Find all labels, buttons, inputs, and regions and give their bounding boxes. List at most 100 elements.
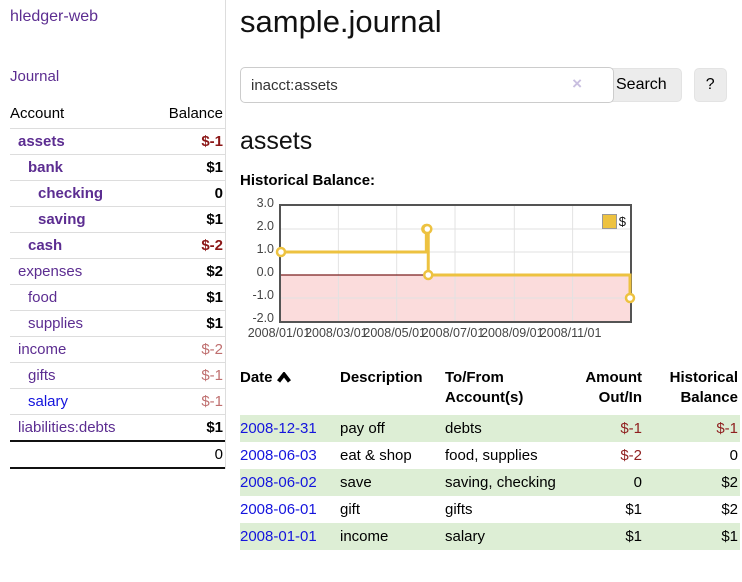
transaction-amount: $-2 [620, 446, 642, 464]
transaction-description: eat & shop [340, 446, 412, 464]
search-input[interactable] [240, 67, 614, 103]
account-link[interactable]: supplies [28, 315, 84, 332]
account-link[interactable]: expenses [18, 263, 83, 280]
y-axis-tick: 0.0 [256, 265, 274, 279]
x-axis-tick: 2008/07/01 [421, 326, 485, 340]
account-link[interactable]: assets [18, 133, 65, 150]
account-link[interactable]: liabilities:debts [18, 419, 116, 436]
transaction-description: pay off [340, 414, 445, 442]
y-axis-tick: -2.0 [252, 311, 274, 325]
register-header-balance: Historical Balance [669, 369, 738, 407]
account-heading: assets [240, 127, 313, 155]
help-button[interactable]: ? [693, 68, 727, 102]
account-balance: $-1 [151, 362, 225, 389]
accounts-header-account: Account [10, 105, 65, 122]
y-axis-tick: -1.0 [252, 288, 274, 302]
transaction-date-link[interactable]: 2008-01-01 [240, 527, 317, 545]
chart-legend: $ [601, 214, 626, 229]
account-balance: $1 [151, 206, 225, 233]
y-axis-tick: 2.0 [256, 219, 274, 233]
y-axis-tick: 3.0 [256, 196, 274, 210]
main-content: sample.journal × Search ? assets Histori… [226, 0, 742, 582]
account-link[interactable]: income [18, 341, 67, 358]
account-link[interactable]: bank [28, 159, 64, 176]
accounts-total-value: 0 [151, 440, 225, 469]
account-row: supplies $1 [10, 310, 225, 337]
account-row: liabilities:debts $1 [10, 414, 225, 441]
transaction-amount: $1 [570, 522, 644, 550]
transaction-date-link[interactable]: 2008-06-03 [240, 446, 317, 464]
chart-plot-area[interactable]: $ [275, 204, 636, 323]
accounts-total-spacer [10, 440, 152, 469]
transaction-date-link[interactable]: 2008-06-01 [240, 500, 317, 518]
account-link[interactable]: cash [28, 237, 63, 254]
sidebar: hledger-web Journal Account Balance asse… [0, 0, 226, 469]
transaction-description: save [340, 468, 445, 496]
register-header-amount: Amount Out/In [585, 369, 642, 407]
sort-ascending-icon [276, 369, 291, 389]
register-table: Date Description To/From Account(s) Amou… [240, 366, 740, 550]
transaction-accounts: debts [445, 414, 570, 442]
transaction-accounts: gifts [445, 500, 473, 518]
account-link[interactable]: food [28, 289, 58, 306]
y-axis-tick: 1.0 [256, 242, 274, 256]
account-row: food $1 [10, 284, 225, 311]
transaction-row: 2008-12-31 pay off debts $-1 $-1 [240, 414, 740, 442]
account-link[interactable]: salary [28, 393, 69, 410]
transaction-row: 2008-06-03 eat & shop food, supplies $-2 0 [240, 442, 740, 469]
account-link[interactable]: gifts [28, 367, 56, 384]
account-row: gifts $-1 [10, 362, 225, 389]
account-row: expenses $2 [10, 258, 225, 285]
search-button[interactable]: Search [601, 68, 682, 102]
accounts-table-body: assets $-1 bank $1 checking 0 saving $1 cash $-2 e… [10, 128, 225, 441]
transaction-date-link[interactable]: 2008-06-02 [240, 473, 317, 491]
x-axis-tick: 2008/01/01 [247, 326, 311, 340]
transaction-row: 2008-06-02 save saving, checking 0 $2 [240, 468, 740, 496]
register-header-accounts: To/From Account(s) [445, 369, 524, 407]
brand-link[interactable]: hledger-web [10, 8, 99, 25]
transaction-accounts: food, supplies [445, 446, 538, 464]
transaction-balance: $1 [644, 522, 740, 550]
account-balance: $2 [151, 258, 225, 285]
transaction-description: gift [340, 500, 361, 518]
transaction-amount: $1 [625, 500, 642, 518]
account-balance: $1 [151, 154, 225, 181]
account-link[interactable]: checking [38, 185, 104, 202]
accounts-total-row: 0 [10, 440, 225, 469]
register-header-description: Description [340, 369, 423, 386]
chart-series-svg [275, 206, 636, 321]
account-balance: $-2 [151, 232, 225, 259]
transaction-row: 2008-06-01 gift gifts $1 $2 [240, 496, 740, 523]
register-header-date[interactable]: Date [240, 366, 340, 415]
clear-search-icon[interactable]: × [572, 74, 582, 93]
transaction-accounts: saving, checking [445, 468, 570, 496]
historical-balance-chart: 3.0 2.0 1.0 0.0 -1.0 -2.0 $ 2008/01/01 2008/03… [240, 196, 680, 344]
transaction-balance: $-1 [644, 414, 740, 442]
account-row: bank $1 [10, 154, 225, 181]
account-balance: $-1 [151, 388, 225, 415]
account-balance: $-1 [151, 128, 225, 155]
accounts-table: Account Balance assets $-1 bank $1 checking 0… [10, 101, 225, 469]
account-balance: $1 [151, 310, 225, 337]
account-balance: $-2 [151, 336, 225, 363]
account-row: checking 0 [10, 180, 225, 207]
legend-swatch-icon [601, 214, 617, 229]
x-axis-tick: 2008/03/01 [305, 326, 368, 340]
account-row: saving $1 [10, 206, 225, 233]
x-axis-tick: 2008/05/01 [363, 326, 426, 340]
account-balance: $1 [151, 284, 225, 311]
account-row: salary $-1 [10, 388, 225, 415]
account-link[interactable]: saving [38, 211, 86, 228]
transaction-balance: $2 [721, 500, 738, 518]
transaction-date-link[interactable]: 2008-12-31 [240, 419, 317, 437]
account-row: income $-2 [10, 336, 225, 363]
sidebar-item-journal[interactable]: Journal [10, 68, 60, 85]
legend-label: $ [618, 214, 626, 229]
transaction-amount: $-1 [570, 414, 644, 442]
transaction-balance: $2 [644, 468, 740, 496]
account-row: cash $-2 [10, 232, 225, 259]
page-title: sample.journal [240, 4, 442, 39]
account-balance: $1 [151, 414, 225, 441]
x-axis-tick: 2008/11/01 [539, 326, 602, 340]
